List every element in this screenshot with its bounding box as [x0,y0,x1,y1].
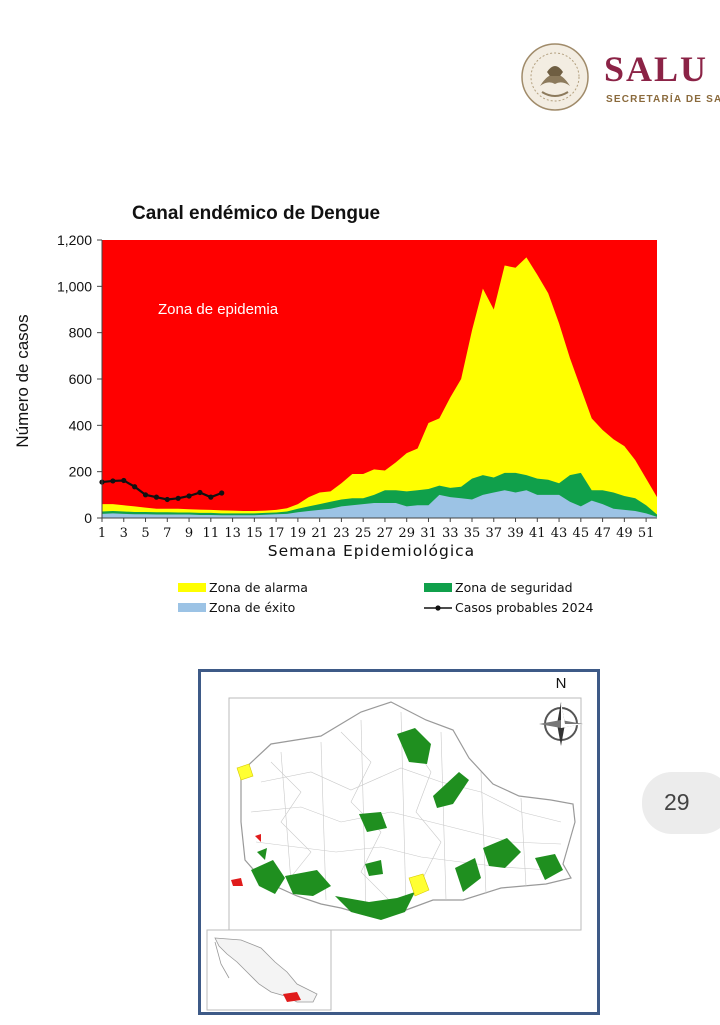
area-zona-de-alarma [102,257,657,518]
x-tick-label: 45 [573,526,590,541]
point-casos-2024-week-12 [219,490,225,496]
zona-epidemia-regions [231,834,261,886]
x-tick-label: 21 [311,526,328,541]
legend-swatch-exito [178,603,206,612]
x-tick-label: 17 [268,526,285,541]
x-tick-label: 37 [485,526,502,541]
x-tick-label: 11 [203,526,220,541]
y-tick-label: 1,200 [57,232,92,248]
legend-label-exito: Zona de éxito [209,600,296,615]
x-tick-label: 27 [377,526,394,541]
y-tick-label: 400 [69,417,93,433]
chart-legend: Zona de alarma Zona de seguridad Zona de… [178,578,638,622]
y-tick-label: 600 [69,371,93,387]
point-casos-2024-week-8 [175,495,181,501]
x-tick-label: 41 [529,526,546,541]
x-tick-label: 29 [398,526,415,541]
x-tick-label: 47 [594,526,611,541]
page-number: 29 [664,789,690,815]
legend-item-exito: Zona de éxito [178,600,295,615]
x-tick-label: 15 [246,526,263,541]
legend-swatch-alarma [178,583,206,592]
compass-north-label: N [556,675,567,692]
legend-item-seguridad: Zona de seguridad [424,580,573,595]
x-tick-label: 35 [464,526,481,541]
y-tick-label: 0 [84,510,92,526]
x-tick-label: 3 [120,526,128,541]
point-casos-2024-week-5 [142,492,149,498]
salud-logo: SALU SECRETARÍA DE SAL [518,42,720,116]
north-compass-icon [539,702,583,746]
x-tick-label: 33 [442,526,459,541]
zona-seguridad-regions [251,728,563,920]
x-tick-label: 9 [185,526,193,541]
legend-item-alarma: Zona de alarma [178,580,308,595]
x-tick-label: 31 [420,526,437,541]
oaxaca-location-highlight [283,992,301,1002]
zona-alarma-regions [236,763,430,897]
y-tick-label: 800 [69,325,93,341]
point-casos-2024-week-2 [110,478,116,484]
y-axis-label: Número de casos [13,314,32,447]
point-casos-2024-week-10 [197,489,203,496]
point-casos-2024-week-7 [164,496,170,503]
point-casos-2024-week-3 [121,477,127,484]
oaxaca-risk-map: N [198,669,600,1015]
x-tick-label: 19 [290,526,307,541]
mexican-coat-of-arms-seal-icon [521,43,589,111]
legend-label-alarma: Zona de alarma [209,580,308,595]
x-tick-label: 13 [224,526,241,541]
point-casos-2024-week-4 [132,484,138,490]
legend-label-seguridad: Zona de seguridad [455,580,573,595]
chart-title: Canal endémico de Dengue [132,203,381,224]
x-tick-label: 51 [638,526,655,541]
point-casos-2024-week-11 [208,494,214,500]
legend-swatch-seguridad [424,583,452,592]
x-tick-label: 39 [507,526,524,541]
page-number-badge: 29 [642,772,720,834]
legend-item-casos-2024: Casos probables 2024 [424,600,593,615]
x-tick-label: 43 [551,526,568,541]
x-tick-label: 7 [163,526,171,541]
epidemic-zone-label: Zona de epidemia [158,301,279,318]
logo-subtitle: SECRETARÍA DE SAL [606,94,720,105]
y-tick-label: 1,000 [57,278,92,294]
logo-wordmark: SALU [604,49,709,89]
x-tick-label: 5 [141,526,149,541]
mexico-inset-map [214,937,318,1003]
x-tick-label: 49 [616,526,633,541]
x-tick-label: 23 [333,526,350,541]
y-tick-label: 200 [69,464,93,480]
point-casos-2024-week-6 [153,494,160,500]
legend-label-casos-2024: Casos probables 2024 [455,600,594,615]
point-casos-2024-week-9 [186,493,192,499]
oaxaca-map-drawing: N [206,675,583,1011]
x-tick-label: 1 [98,526,106,541]
x-axis-label: Semana Epidemiológica [268,542,475,560]
x-tick-label: 25 [355,526,372,541]
area-zona-de-xito [102,490,657,518]
legend-swatch-casos-2024 [424,604,452,611]
